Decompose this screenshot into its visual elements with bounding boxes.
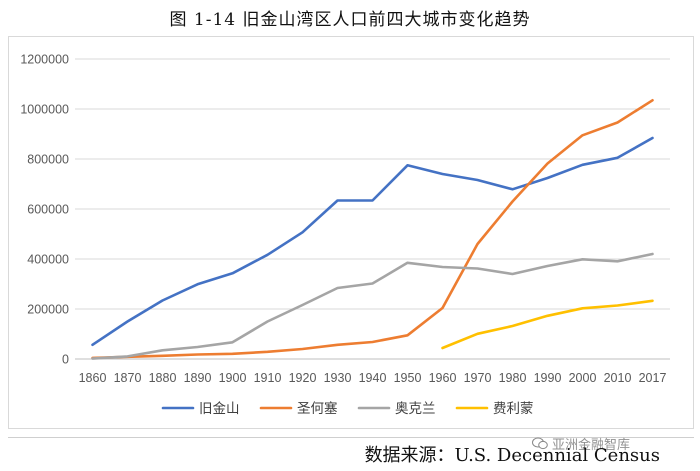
y-tick-label: 1000000 xyxy=(20,103,69,117)
series-line-4 xyxy=(441,299,654,350)
legend-label-4: 费利蒙 xyxy=(493,401,534,417)
x-tick-label: 1990 xyxy=(534,371,562,385)
x-tick-label: 1980 xyxy=(499,371,527,385)
series-line-1 xyxy=(91,136,654,347)
watermark-text: 亚洲金融智库 xyxy=(552,438,631,453)
y-tick-label: 0 xyxy=(62,353,69,367)
grid-lines xyxy=(75,58,670,360)
x-tick-label: 1930 xyxy=(324,371,352,385)
data-source: 数据来源：U.S. Decennial Census xyxy=(364,445,660,466)
legend-label-2: 圣何塞 xyxy=(297,400,338,417)
chat-bubble-icon xyxy=(532,437,548,450)
figure-title: 图 1-14 旧金山湾区人口前四大城市变化趋势 xyxy=(169,10,531,30)
x-tick-label: 1900 xyxy=(219,371,247,385)
x-axis: 1860 1870 1880 1890 1900 1910 1920 1930 1940 1950… xyxy=(79,371,667,385)
y-tick-label: 400000 xyxy=(27,253,69,267)
x-tick-label: 1860 xyxy=(79,371,107,385)
legend-label-1: 旧金山 xyxy=(199,401,240,417)
y-axis: 0 200000 400000 600000 800000 1000000 1200000 xyxy=(20,53,69,367)
x-tick-label: 1890 xyxy=(184,371,212,385)
series-line-3 xyxy=(91,252,654,360)
y-tick-label: 800000 xyxy=(27,153,69,167)
series-line-2 xyxy=(91,99,654,360)
x-tick-label: 1950 xyxy=(394,371,422,385)
x-tick-label: 1940 xyxy=(359,371,387,385)
legend: 旧金山 圣何塞 奥克兰 费利蒙 xyxy=(161,400,534,417)
x-tick-label: 2010 xyxy=(604,371,632,385)
divider-line xyxy=(8,437,694,438)
chart-frame xyxy=(8,36,694,429)
x-tick-label: 1920 xyxy=(289,371,317,385)
y-tick-label: 1200000 xyxy=(20,53,69,67)
x-tick-label: 1870 xyxy=(114,371,142,385)
x-tick-label: 1910 xyxy=(254,371,282,385)
y-tick-label: 200000 xyxy=(27,303,69,317)
x-tick-label: 1960 xyxy=(429,371,457,385)
x-tick-label: 2017 xyxy=(639,371,667,385)
x-tick-label: 1880 xyxy=(149,371,177,385)
series-lines xyxy=(91,99,654,360)
watermark: 亚洲金融智库 xyxy=(532,434,630,453)
y-tick-label: 600000 xyxy=(27,203,69,217)
x-tick-label: 2000 xyxy=(569,371,597,385)
legend-label-3: 奥克兰 xyxy=(395,400,436,417)
x-tick-label: 1970 xyxy=(464,371,492,385)
